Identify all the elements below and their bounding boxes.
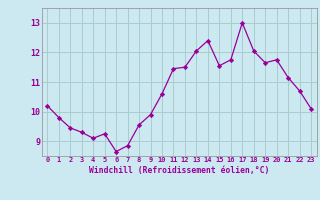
X-axis label: Windchill (Refroidissement éolien,°C): Windchill (Refroidissement éolien,°C) [89,166,269,175]
